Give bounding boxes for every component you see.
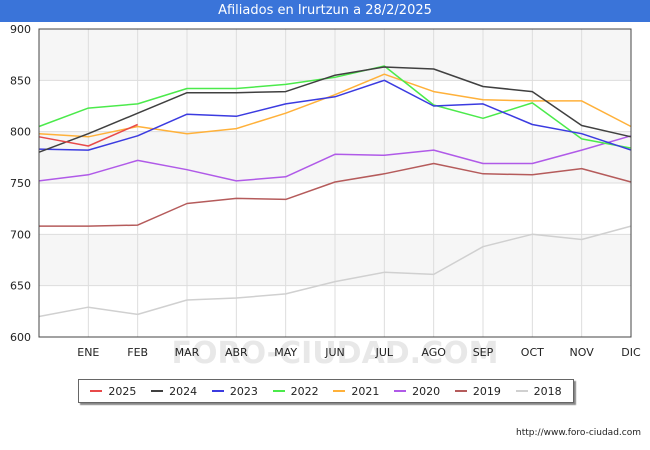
- legend-item-2023: 2023: [211, 384, 258, 398]
- y-tick-label: 600: [10, 331, 31, 344]
- legend-swatch: [515, 390, 528, 392]
- series-line-2019: [39, 162, 632, 227]
- x-tick-label: JUL: [375, 346, 394, 359]
- series-line-2024: [38, 66, 632, 153]
- series-line-2025: [38, 123, 138, 147]
- series-line-2023: [38, 79, 632, 151]
- legend-label: 2023: [229, 384, 258, 398]
- x-tick-label: OCT: [521, 346, 544, 359]
- x-tick-label: FEB: [127, 346, 148, 359]
- source-url: http://www.foro-ciudad.com: [516, 428, 641, 438]
- legend-item-2019: 2019: [454, 384, 501, 398]
- legend-label: 2020: [412, 384, 441, 398]
- legend-swatch: [90, 390, 103, 392]
- legend-label: 2024: [169, 384, 198, 398]
- legend-item-2018: 2018: [515, 384, 562, 398]
- series-line-2018: [38, 225, 632, 318]
- legend-item-2022: 2022: [272, 384, 319, 398]
- x-tick-label: MAY: [274, 346, 297, 359]
- legend: 2025 2024 2023 2022 2021 2020 2019 2018: [78, 379, 574, 403]
- chart-title: Afiliados en Irurtzun a 28/2/2025: [0, 0, 650, 22]
- x-tick-label: JUN: [324, 346, 345, 359]
- legend-label: 2018: [533, 384, 562, 398]
- y-tick-label: 850: [10, 74, 31, 87]
- x-tick-label: MAR: [175, 346, 200, 359]
- x-tick-label: AGO: [421, 346, 446, 359]
- legend-swatch: [211, 390, 224, 392]
- legend-label: 2021: [351, 384, 380, 398]
- x-tick-label: ENE: [77, 346, 99, 359]
- legend-item-2024: 2024: [151, 385, 197, 398]
- legend-swatch: [151, 390, 164, 392]
- legend-swatch: [394, 390, 407, 392]
- series-line-2022: [38, 65, 632, 149]
- legend-item-2021: 2021: [333, 385, 379, 398]
- y-tick-label: 650: [10, 280, 31, 293]
- series-line-2021: [38, 73, 632, 138]
- x-axis: ENE FEB MAR ABR MAY JUN JUL AGO SEP OCT NOV DIC: [77, 346, 641, 359]
- y-tick-label: 750: [10, 177, 31, 190]
- x-tick-label: DIC: [621, 346, 641, 359]
- legend-swatch: [454, 390, 467, 392]
- x-tick-label: SEP: [473, 346, 494, 359]
- legend-label: 2022: [290, 384, 319, 398]
- watermark: FORO-CIUDAD.COM: [172, 336, 499, 371]
- y-tick-label: 900: [10, 23, 31, 36]
- legend-label: 2025: [108, 384, 137, 398]
- y-tick-label: 700: [10, 228, 31, 241]
- x-tick-label: ABR: [225, 346, 248, 359]
- series-lines: [38, 65, 632, 318]
- series-line-2020: [38, 135, 632, 182]
- legend-swatch: [272, 390, 285, 392]
- y-tick-label: 800: [10, 126, 31, 139]
- legend-swatch: [333, 390, 346, 392]
- plot-frame: [38, 28, 632, 338]
- x-tick-label: NOV: [570, 346, 595, 359]
- legend-item-2025: 2025: [90, 385, 136, 398]
- legend-item-2020: 2020: [394, 385, 440, 398]
- legend-label: 2019: [472, 384, 501, 398]
- y-axis: 600 650 700 750 800 850 900: [10, 23, 31, 344]
